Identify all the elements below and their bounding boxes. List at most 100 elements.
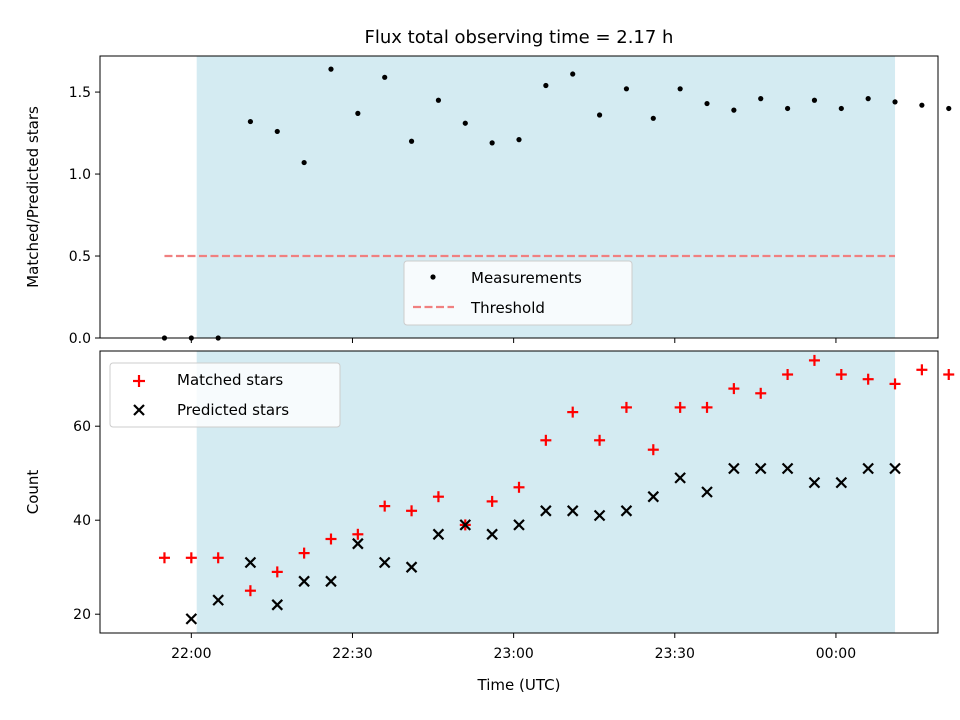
- predicted-star-point: [212, 594, 224, 606]
- y-tick-label: 0.5: [69, 249, 91, 265]
- predicted-star-point: [244, 556, 257, 569]
- predicted-star-point: [674, 472, 686, 484]
- predicted-star-point: [486, 528, 498, 541]
- measurement-point: [919, 102, 925, 108]
- predicted-star-point: [513, 519, 525, 531]
- measurement-point: [274, 128, 280, 135]
- measurement-point: [623, 86, 630, 92]
- measurement-point: [704, 100, 710, 107]
- measurement-point: [382, 74, 388, 80]
- y-tick-label: 0.0: [69, 331, 91, 347]
- matched-star-point: [594, 434, 606, 446]
- predicted-star-point: [405, 561, 418, 573]
- legend-marker-predicted: [133, 404, 145, 416]
- x-tick-label: 22:30: [332, 646, 372, 662]
- bottom-x-axis: 22:00 22:30 23:00 23:30 00:00: [171, 633, 856, 662]
- measurement-point: [435, 97, 442, 103]
- predicted-star-point: [271, 599, 284, 611]
- matched-star-point: [728, 383, 740, 395]
- predicted-star-point: [889, 462, 901, 475]
- predicted-star-point: [352, 537, 364, 550]
- legend-label-measurements: Measurements: [471, 269, 582, 287]
- measurement-point: [570, 71, 576, 77]
- x-axis-label: Time (UTC): [477, 676, 561, 694]
- legend-label-predicted: Predicted stars: [177, 401, 289, 419]
- predicted-star-point: [540, 505, 552, 517]
- matched-star-point: [755, 387, 767, 399]
- measurement-point: [838, 105, 844, 112]
- bottom-legend: Matched stars Predicted stars: [109, 362, 341, 428]
- y-tick-label: 20: [73, 607, 91, 623]
- predicted-star-point: [620, 505, 633, 517]
- matched-star-point: [889, 378, 901, 390]
- predicted-star-point: [808, 476, 821, 489]
- matched-star-point: [620, 401, 632, 413]
- measurement-point: [516, 137, 522, 143]
- measurement-point: [489, 140, 495, 146]
- y-tick-label: 40: [73, 513, 91, 529]
- predicted-star-point: [325, 575, 337, 588]
- measurement-point: [650, 115, 656, 121]
- measurement-point: [543, 82, 549, 89]
- chart-title: Flux total observing time = 2.17 h: [365, 27, 674, 48]
- predicted-star-point: [835, 476, 848, 489]
- matched-star-point: [298, 547, 310, 559]
- matched-star-point: [701, 401, 713, 413]
- y-tick-label: 1.5: [69, 85, 91, 101]
- measurement-point: [677, 86, 683, 92]
- predicted-star-point: [298, 575, 310, 588]
- bottom-plot-frame: [99, 350, 939, 634]
- measurement-point: [865, 96, 871, 102]
- predicted-star-point: [459, 519, 472, 531]
- matched-star-point: [325, 533, 337, 545]
- matched-star-point: [943, 369, 955, 380]
- matched-star-point: [862, 373, 874, 385]
- legend-label-threshold: Threshold: [470, 299, 545, 317]
- matched-star-point: [835, 369, 847, 380]
- predicted-stars-series: [185, 462, 901, 625]
- predicted-star-point: [862, 462, 874, 475]
- measurement-point: [355, 110, 361, 116]
- legend-marker-measurements: [430, 274, 436, 280]
- predicted-star-point: [185, 613, 198, 625]
- predicted-star-point: [701, 486, 713, 498]
- matched-star-point: [916, 364, 928, 376]
- y-tick-label: 1.0: [69, 167, 91, 183]
- measurement-point: [811, 97, 818, 103]
- top-y-axis-label: Matched/Predicted stars: [24, 106, 42, 288]
- matched-star-point: [158, 552, 170, 564]
- matched-star-point: [674, 401, 686, 413]
- matched-star-point: [406, 505, 418, 517]
- measurement-point: [328, 66, 334, 72]
- bottom-y-axis-label: Count: [24, 470, 42, 515]
- measurement-point: [596, 112, 603, 118]
- measurement-point: [731, 107, 737, 113]
- legend-label-matched: Matched stars: [177, 371, 283, 389]
- predicted-star-point: [754, 462, 767, 475]
- measurement-point: [892, 99, 898, 105]
- predicted-star-point: [378, 556, 391, 569]
- matched-star-point: [647, 444, 659, 456]
- top-plot-frame: [99, 55, 939, 339]
- matched-star-point: [185, 552, 197, 564]
- legend-marker-matched: [133, 375, 145, 387]
- matched-star-point: [244, 585, 256, 597]
- measurement-point: [408, 138, 415, 144]
- x-tick-label: 22:00: [171, 646, 211, 662]
- matched-star-point: [379, 500, 391, 512]
- matched-star-point: [540, 434, 552, 446]
- measurement-point: [784, 105, 791, 112]
- top-x-axis: [190, 338, 837, 343]
- matched-star-point: [271, 566, 283, 578]
- x-tick-label: 23:00: [493, 646, 533, 662]
- matched-star-point: [486, 495, 498, 507]
- matched-star-point: [782, 369, 794, 380]
- top-legend: Measurements Threshold: [403, 260, 633, 326]
- predicted-star-point: [647, 490, 660, 503]
- measurement-point: [301, 159, 307, 166]
- x-tick-label: 00:00: [816, 646, 856, 662]
- top-panel: 0.0 0.5 1.0 1.5 Matched/Predicted stars Mea…: [24, 55, 952, 347]
- matched-star-point: [513, 481, 525, 493]
- measurement-point: [247, 118, 254, 125]
- bottom-y-axis: 20 40 60: [73, 419, 100, 623]
